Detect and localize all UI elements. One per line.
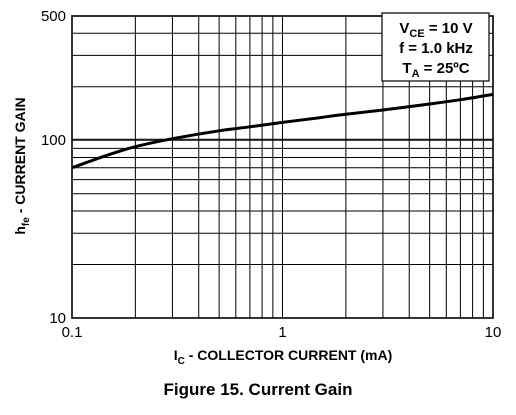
x-tick-label: 0.1 (62, 324, 83, 341)
condition-frequency: f = 1.0 kHz (399, 40, 473, 57)
y-tick-labels: 10 100 500 (41, 8, 66, 327)
conditions-box-frame (381, 12, 490, 82)
condition-temperature: TA = 25ºC (402, 60, 469, 80)
x-tick-labels: 0.1 1 10 (62, 324, 502, 341)
gain-curve (71, 92, 494, 170)
y-tick-label: 10 (49, 310, 66, 327)
plot-frame (71, 15, 494, 319)
y-axis-label: hfe - CURRENT GAIN (12, 97, 32, 234)
x-axis-label: IC - COLLECTOR CURRENT (mA) (174, 347, 393, 367)
y-tick-label: 100 (41, 132, 66, 149)
current-gain-chart: 0.1 1 10 10 100 500 VCE = 10 V f = 1.0 kHz T… (12, 8, 502, 367)
x-tick-label: 1 (278, 324, 286, 341)
conditions-box: VCE = 10 V f = 1.0 kHz TA = 25ºC (381, 12, 490, 82)
y-tick-label: 500 (41, 8, 66, 25)
x-tick-label: 10 (485, 324, 502, 341)
figure-caption: Figure 15. Current Gain (163, 380, 353, 399)
condition-vce: VCE = 10 V (399, 20, 472, 40)
